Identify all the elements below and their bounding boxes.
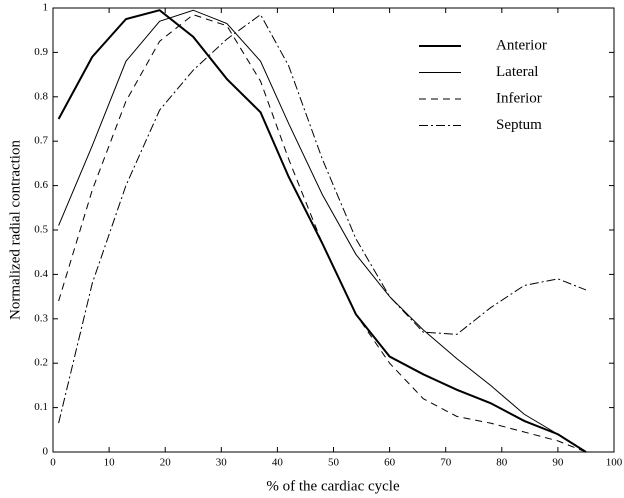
y-tick-label: 0.8: [34, 90, 48, 102]
y-tick-label: 0.5: [34, 224, 48, 236]
y-axis-label: Normalized radial contraction: [7, 140, 23, 320]
y-tick-label: 0.4: [34, 268, 48, 280]
legend-label: Septum: [496, 117, 542, 133]
x-tick-label: 60: [384, 457, 396, 469]
y-tick-label: 0.3: [34, 312, 48, 324]
legend-label: Anterior: [496, 37, 547, 53]
y-tick-label: 0.6: [34, 179, 48, 191]
x-tick-label: 0: [50, 457, 56, 469]
y-tick-label: 0.9: [34, 46, 48, 58]
x-tick-label: 10: [104, 457, 116, 469]
y-tick-label: 1: [43, 2, 49, 14]
x-tick-label: 40: [272, 457, 284, 469]
x-tick-label: 100: [606, 457, 623, 469]
y-tick-label: 0: [43, 446, 49, 458]
x-tick-label: 20: [160, 457, 172, 469]
y-tick-label: 0.1: [34, 401, 48, 413]
x-tick-label: 50: [328, 457, 340, 469]
series-line: [58, 13, 587, 424]
y-tick-label: 0.7: [34, 135, 48, 147]
series-line: [58, 9, 587, 453]
legend-label: Lateral: [496, 64, 538, 80]
x-axis-label: % of the cardiac cycle: [266, 478, 400, 494]
series-line: [58, 14, 587, 453]
x-tick-label: 90: [552, 457, 564, 469]
x-tick-label: 30: [216, 457, 228, 469]
legend-label: Inferior: [496, 90, 542, 106]
x-tick-label: 70: [440, 457, 452, 469]
series-line: [57, 9, 587, 453]
x-tick-label: 80: [496, 457, 508, 469]
y-tick-label: 0.2: [34, 357, 48, 369]
